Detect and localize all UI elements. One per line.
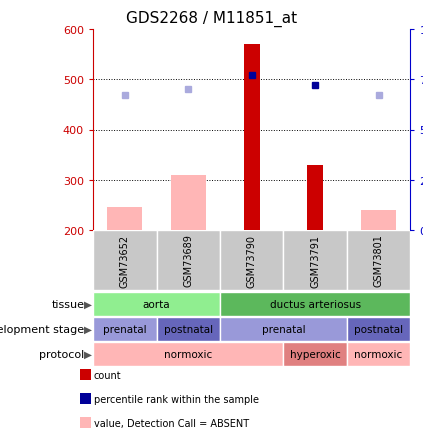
Bar (307, 165, 323, 230)
Bar (107, 207, 142, 230)
Bar (93, 230, 157, 291)
Text: count: count (94, 370, 121, 380)
Text: postnatal: postnatal (354, 324, 403, 334)
Text: postnatal: postnatal (164, 324, 213, 334)
Text: GSM73689: GSM73689 (183, 234, 193, 287)
Bar (157, 317, 220, 341)
Text: percentile rank within the sample: percentile rank within the sample (94, 394, 259, 404)
Text: GDS2268 / M11851_at: GDS2268 / M11851_at (126, 11, 297, 27)
Text: GSM73791: GSM73791 (310, 234, 320, 287)
Text: protocol: protocol (39, 349, 85, 359)
Text: development stage: development stage (0, 324, 85, 334)
Text: ▶: ▶ (84, 324, 92, 334)
Text: normoxic: normoxic (164, 349, 212, 359)
Bar (283, 342, 347, 366)
Text: hyperoxic: hyperoxic (290, 349, 341, 359)
Text: GSM73652: GSM73652 (120, 234, 130, 287)
Text: prenatal: prenatal (103, 324, 147, 334)
Bar (171, 175, 206, 230)
Bar (244, 45, 260, 230)
Bar (93, 292, 220, 316)
Text: GSM73801: GSM73801 (374, 234, 384, 287)
Text: ductus arteriosus: ductus arteriosus (269, 299, 361, 309)
Bar (93, 317, 157, 341)
Text: ▶: ▶ (84, 299, 92, 309)
Bar (361, 210, 396, 230)
Bar (220, 317, 347, 341)
Text: GSM73790: GSM73790 (247, 234, 257, 287)
Bar (347, 230, 410, 291)
Bar (347, 317, 410, 341)
Text: value, Detection Call = ABSENT: value, Detection Call = ABSENT (94, 418, 249, 427)
Bar (93, 342, 283, 366)
Text: ▶: ▶ (84, 349, 92, 359)
Bar (283, 230, 347, 291)
Text: aorta: aorta (143, 299, 170, 309)
Bar (157, 230, 220, 291)
Text: tissue: tissue (52, 299, 85, 309)
Bar (347, 342, 410, 366)
Text: prenatal: prenatal (261, 324, 305, 334)
Bar (220, 292, 410, 316)
Text: normoxic: normoxic (354, 349, 403, 359)
Bar (220, 230, 283, 291)
